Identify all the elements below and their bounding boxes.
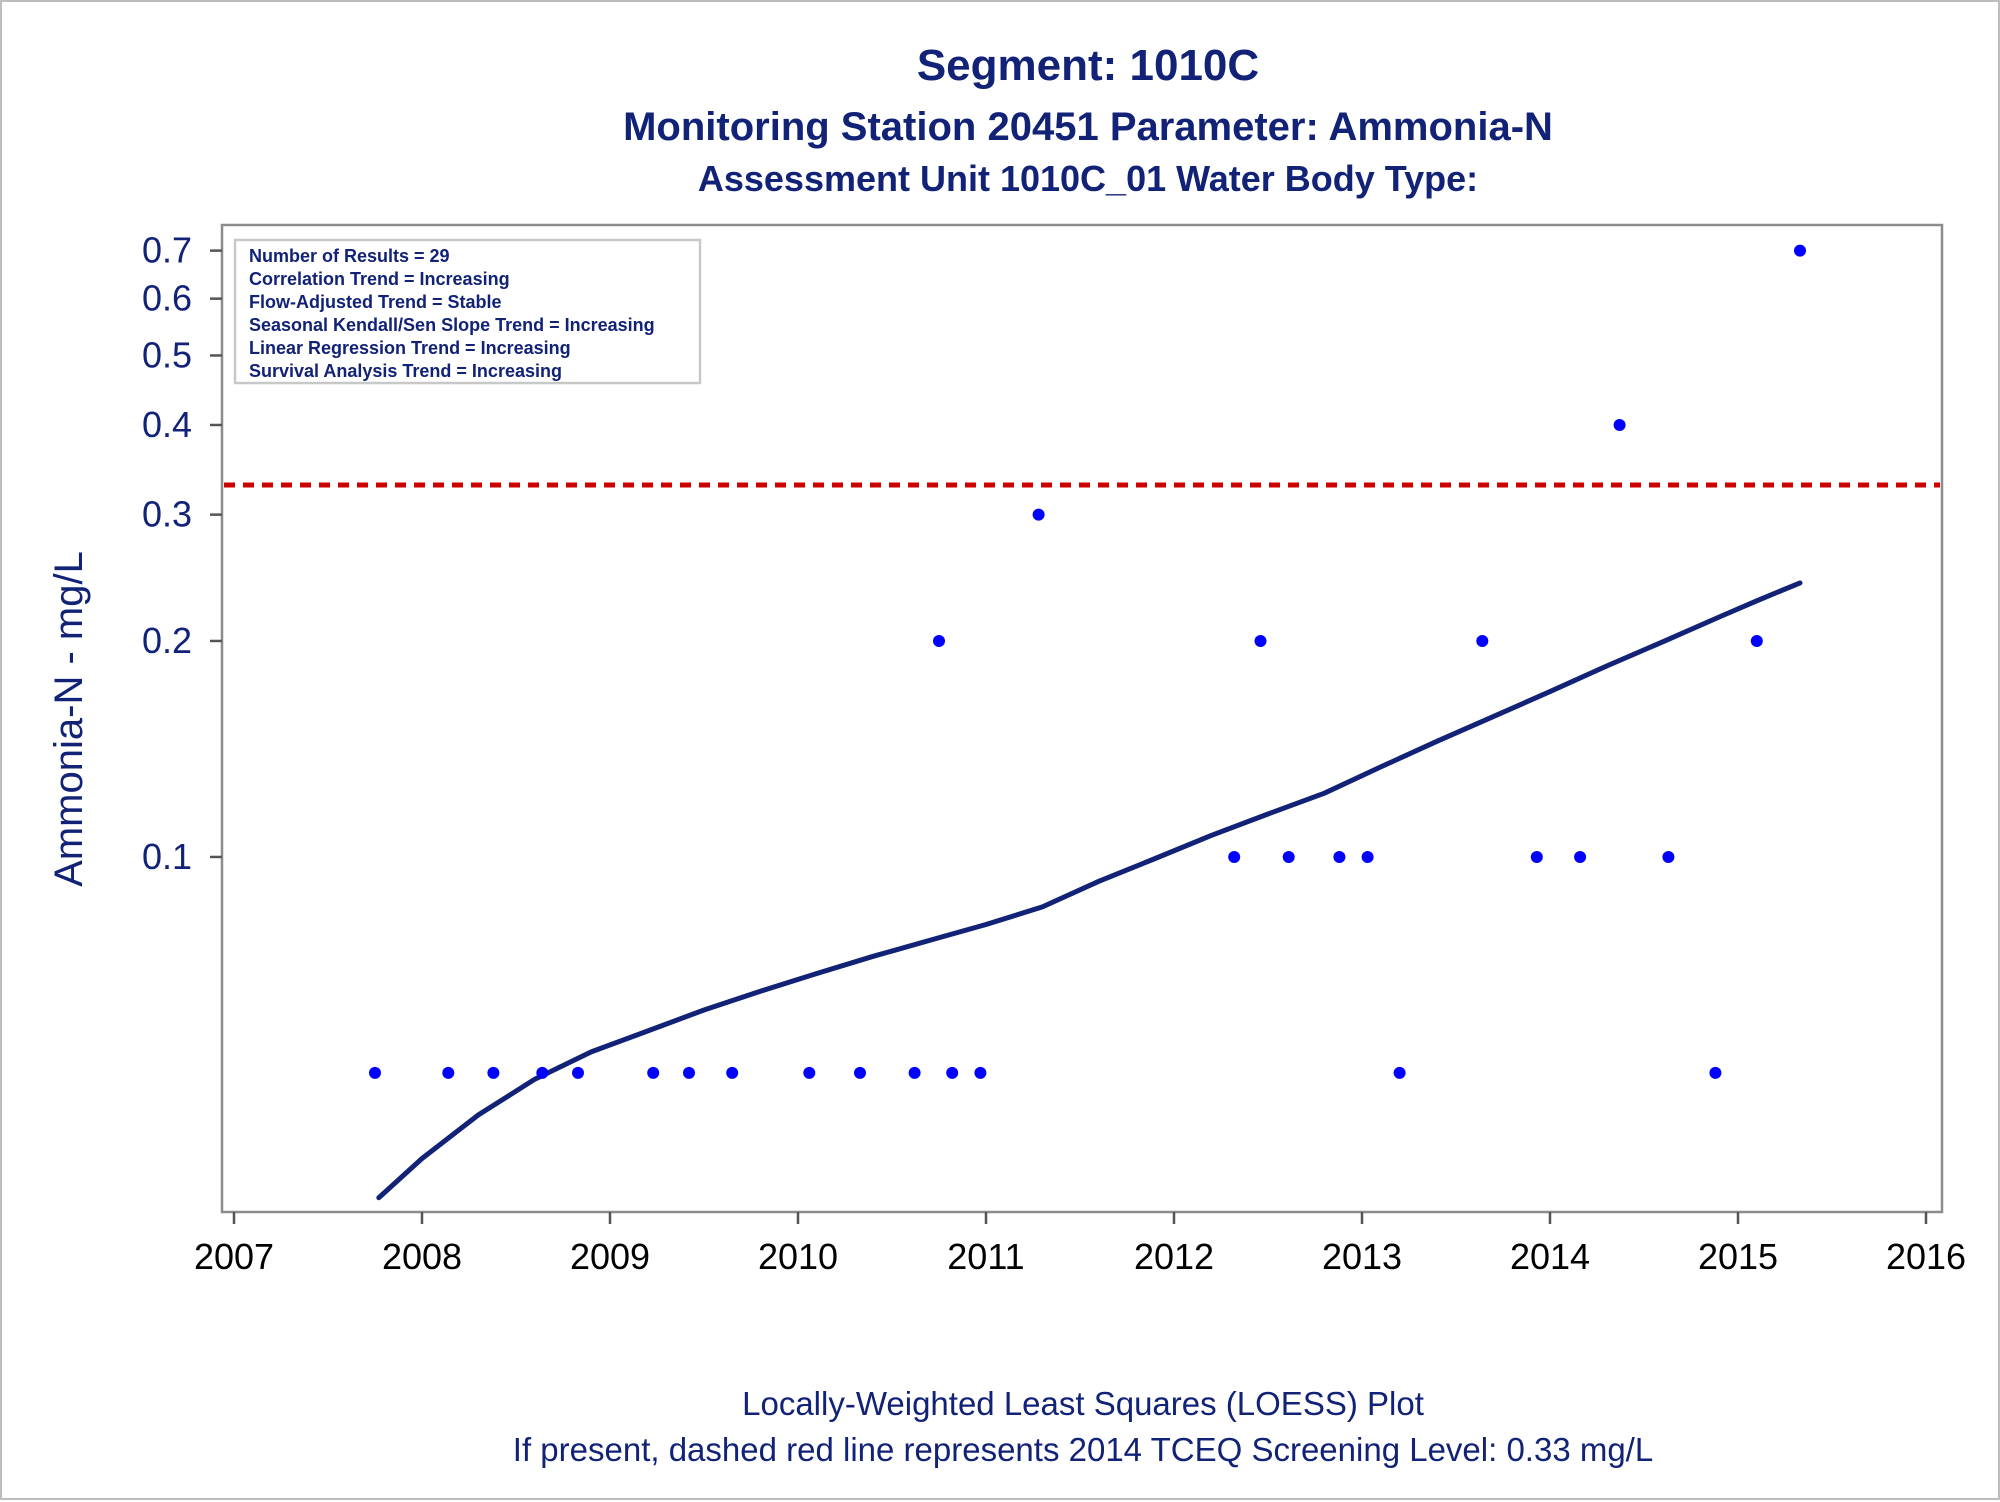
x-axis: 2007 2008 2009 2010 2011 2012 2013 2014 2015 2016 (194, 1212, 1966, 1277)
data-point (726, 1066, 739, 1079)
data-point (1794, 244, 1806, 257)
y-tick-label: 0.5 (142, 334, 192, 375)
data-point (1032, 508, 1045, 521)
x-tick-label: 2013 (1322, 1236, 1402, 1277)
x-tick-label: 2010 (758, 1236, 838, 1277)
chart-title: Segment: 1010C (917, 41, 1259, 90)
stats-line: Survival Analysis Trend = Increasing (249, 361, 562, 381)
data-point (946, 1066, 959, 1079)
data-point (683, 1066, 695, 1079)
y-tick-label: 0.1 (142, 836, 192, 877)
data-point (974, 1066, 987, 1079)
x-tick-label: 2012 (1134, 1236, 1214, 1277)
data-points (369, 244, 1806, 1079)
y-tick-label: 0.3 (142, 494, 192, 535)
stats-line: Correlation Trend = Increasing (249, 269, 510, 289)
y-tick-label: 0.6 (142, 278, 192, 319)
stats-box: Number of Results = 29 Correlation Trend… (233, 238, 702, 385)
data-point (1709, 1066, 1722, 1079)
data-point (1393, 1066, 1406, 1079)
x-tick-label: 2008 (382, 1236, 462, 1277)
data-point (1333, 851, 1346, 863)
loess-trend-line (376, 580, 1803, 1201)
x-tick-label: 2009 (570, 1236, 650, 1277)
y-axis-label: Ammonia-N - mg/L (47, 551, 91, 887)
data-point (1476, 635, 1489, 647)
data-point (854, 1066, 866, 1079)
footnote-1: Locally-Weighted Least Squares (LOESS) P… (742, 1385, 1424, 1422)
plot-area (220, 223, 1944, 1214)
y-tick-label: 0.4 (142, 404, 192, 445)
data-point (1662, 851, 1675, 863)
footnote-2: If present, dashed red line represents 2… (513, 1431, 1653, 1468)
data-point (1574, 851, 1587, 863)
data-point (1282, 851, 1295, 863)
x-tick-label: 2015 (1698, 1236, 1778, 1277)
stats-line: Number of Results = 29 (249, 246, 450, 266)
stats-line: Flow-Adjusted Trend = Stable (249, 292, 502, 312)
data-point (803, 1066, 816, 1079)
y-tick-label: 0.2 (142, 620, 192, 661)
data-point (1254, 635, 1267, 647)
data-point (1361, 851, 1374, 863)
data-point (647, 1066, 660, 1079)
y-tick-label: 0.7 (142, 230, 192, 271)
data-point (1530, 851, 1543, 863)
data-point (487, 1066, 500, 1079)
chart-subtitle-2: Assessment Unit 1010C_01 Water Body Type… (698, 158, 1478, 199)
data-point (442, 1066, 455, 1079)
x-tick-label: 2007 (194, 1236, 274, 1277)
data-point (1750, 635, 1763, 647)
stats-box-border (233, 238, 702, 385)
data-point (908, 1066, 921, 1079)
y-axis: 0.1 0.2 0.3 0.4 0.5 0.6 0.7 (142, 230, 222, 877)
x-tick-label: 2014 (1510, 1236, 1590, 1277)
stats-line: Seasonal Kendall/Sen Slope Trend = Incre… (249, 315, 655, 335)
data-point (1228, 851, 1241, 863)
data-point (933, 635, 945, 647)
data-point (369, 1066, 381, 1079)
data-point (1613, 419, 1626, 431)
stats-line: Linear Regression Trend = Increasing (249, 338, 571, 358)
data-point (572, 1066, 584, 1079)
x-tick-label: 2011 (947, 1236, 1024, 1277)
chart-subtitle: Monitoring Station 20451 Parameter: Ammo… (623, 105, 1553, 149)
x-tick-label: 2016 (1886, 1236, 1966, 1277)
data-point (536, 1066, 549, 1079)
